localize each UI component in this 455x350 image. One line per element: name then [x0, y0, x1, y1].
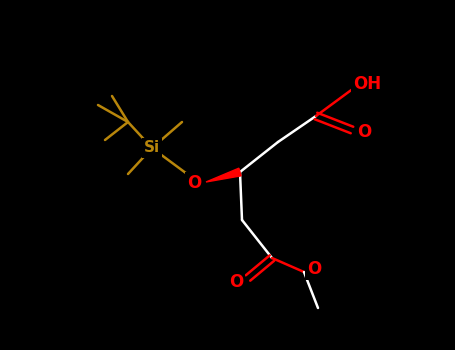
Text: O: O	[187, 174, 201, 192]
Text: O: O	[357, 123, 371, 141]
Polygon shape	[206, 168, 241, 182]
Text: OH: OH	[353, 75, 381, 93]
Text: O: O	[229, 273, 243, 291]
Text: Si: Si	[144, 140, 160, 155]
Text: O: O	[307, 260, 321, 278]
